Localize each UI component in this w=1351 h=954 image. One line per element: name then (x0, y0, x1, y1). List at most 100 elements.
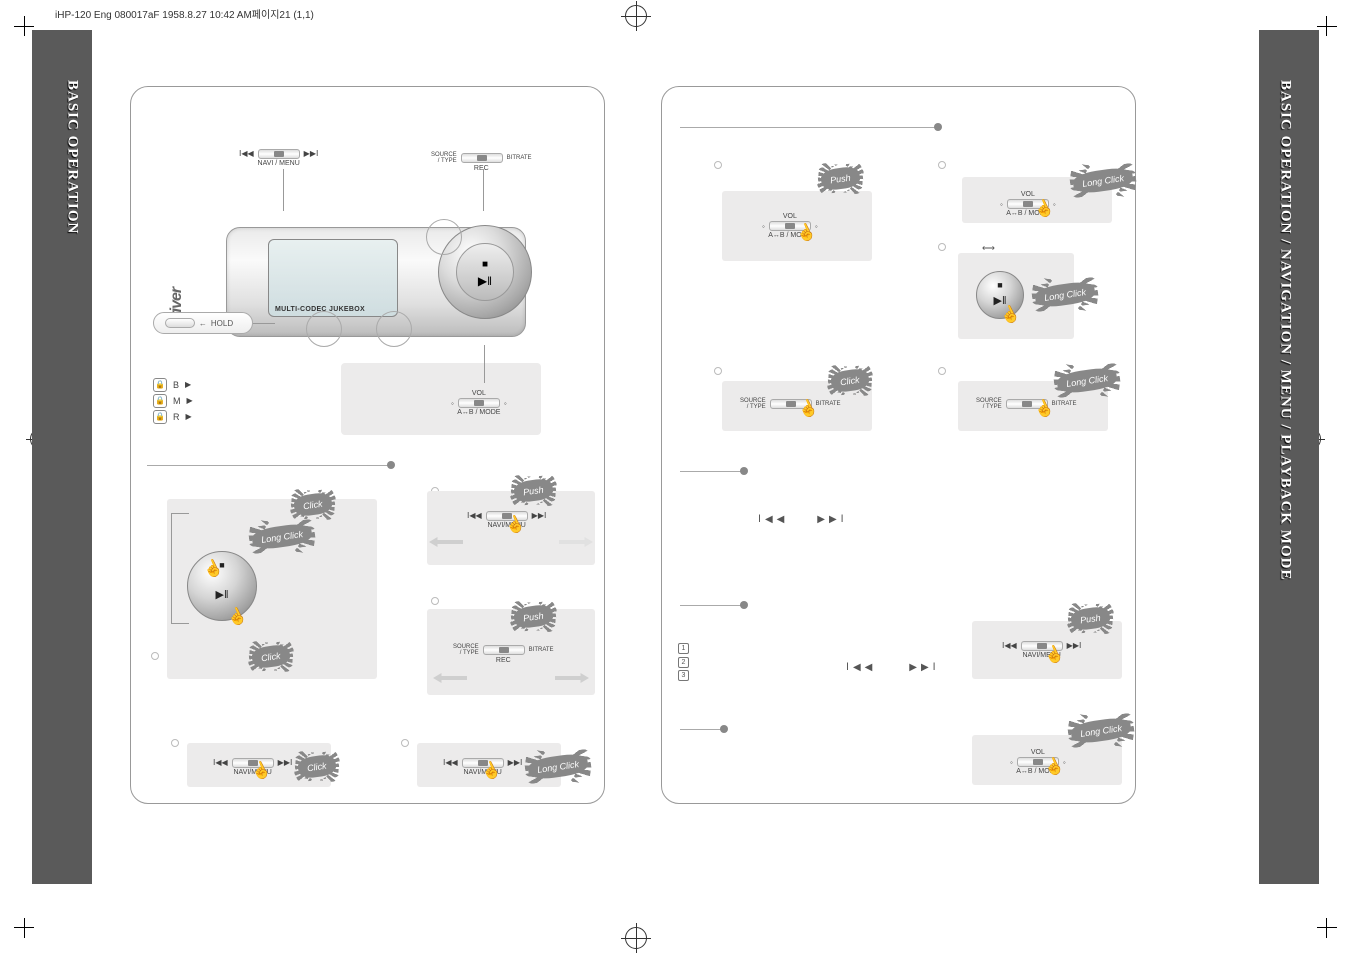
skip-next-icon: ▶▶ꓲ (817, 514, 847, 525)
click-badge: Click (298, 755, 336, 779)
section-line (680, 471, 742, 472)
play-pause-icon: ▶ǁ (993, 294, 1006, 307)
device-screen: MULTI-CODEC JUKEBOX (268, 239, 398, 317)
dot-icon: ◦ (815, 222, 818, 231)
play-pause-icon: ▶ǁ (215, 588, 228, 601)
skip-prev-icon: ꓲ◀◀ (846, 662, 876, 673)
lock-icon: 🔒 (153, 410, 167, 424)
dot-icon: ◦ (1063, 758, 1066, 767)
num-badge: 1 (678, 643, 689, 654)
click-badge: Click (294, 493, 332, 517)
lock-m-label: M (173, 393, 181, 409)
step-row: 1 (678, 641, 692, 655)
callout-dot (938, 161, 946, 169)
registration-mark (625, 5, 647, 27)
callout-dot (151, 652, 159, 660)
jog-wheel: ■ ▶ǁ (187, 551, 257, 621)
slider-icon (458, 398, 500, 408)
rec-switch-small: SOURCE / TYPE BITRATE REC (453, 635, 554, 664)
lock-row-b: 🔒 B ▶ (153, 377, 193, 393)
slider-icon (486, 511, 528, 521)
slider-icon (769, 221, 811, 231)
bitrate-label: BITRATE (1052, 401, 1077, 407)
rec-switch-small: SOURCE / TYPE BITRATE (740, 389, 841, 410)
bracket-line (171, 513, 172, 623)
long-click-badge: Long Click (1071, 717, 1131, 744)
bracket-line (171, 623, 189, 624)
long-click-badge: Long Click (528, 753, 588, 780)
arrow-icon: ▶ (186, 410, 192, 424)
long-click-badge: Long Click (1073, 167, 1133, 194)
long-click-badge: Long Click (252, 523, 312, 550)
section-dot (740, 467, 748, 475)
callout-line (484, 345, 485, 383)
callout-dot (171, 739, 179, 747)
callout-dot (714, 161, 722, 169)
navi-menu-label: NAVI/MENU (233, 769, 271, 776)
manual-panel-right: VOL ◦ ◦ A↔B / MODE ☝ Push VOL ◦ ◦ (661, 86, 1136, 804)
vol-label: VOL (472, 390, 486, 397)
prev-icon: ꓲ◀◀ (1002, 641, 1017, 650)
navi-menu-switch: ꓲ◀◀ ▶▶ꓲ NAVI / MENU (239, 143, 318, 167)
callout-dot (431, 597, 439, 605)
crop-mark (14, 908, 44, 938)
rec-label: REC (496, 657, 511, 664)
ab-mode-label: A↔B / MODE (1016, 768, 1059, 775)
slider-icon (461, 153, 503, 163)
rec-switch: SOURCE / TYPE BITRATE REC (431, 143, 532, 172)
hold-switch: ← HOLD (153, 312, 253, 334)
ab-mode-label: A↔B / MODE (768, 232, 811, 239)
sidebar-right: BASIC OPERATION / NAVIGATION / MENU / PL… (1259, 30, 1319, 884)
callout-circle (426, 219, 462, 255)
arrow-icon: ▶ (187, 394, 193, 408)
vol-label: VOL (1021, 191, 1035, 198)
slider-icon (1017, 757, 1059, 767)
lock-r-label: R (173, 409, 180, 425)
slider-icon (770, 399, 812, 409)
num-badge: 3 (678, 670, 689, 681)
slider-icon (1007, 199, 1049, 209)
click-badge: Click (252, 645, 290, 669)
dot-icon: ◦ (1010, 758, 1013, 767)
numbered-steps: 1 2 3 (678, 641, 692, 682)
ab-mode-label: A↔B / MODE (457, 409, 500, 416)
prev-icon: ꓲ◀◀ (467, 511, 482, 520)
rec-label: REC (474, 165, 489, 172)
source-type-label: SOURCE / TYPE (740, 398, 766, 410)
step-row: 2 (678, 655, 692, 669)
slider-icon (462, 758, 504, 768)
callout-line (483, 169, 484, 211)
bitrate-label: BITRATE (816, 401, 841, 407)
callout-line (253, 323, 275, 324)
dot-icon: ◦ (1053, 200, 1056, 209)
section-line (147, 465, 390, 466)
lock-icon: 🔒 (153, 378, 167, 392)
manual-panel-left: ꓲ◀◀ ▶▶ꓲ NAVI / MENU SOURCE / TYPE BITRAT… (130, 86, 605, 804)
bracket-line (171, 513, 189, 514)
registration-mark (625, 927, 647, 949)
vol-switch-small: VOL ◦ ◦ A↔B / MODE (762, 205, 818, 239)
skip-next-icon: ▶▶ꓲ (909, 662, 939, 673)
device-illustration: iriver MULTI-CODEC JUKEBOX ■ ▶ǁ (226, 207, 526, 337)
num-badge: 2 (678, 657, 689, 668)
stop-icon: ■ (997, 280, 1002, 290)
slider-icon (232, 758, 274, 768)
sidebar-left: BASIC OPERATION (32, 30, 92, 884)
prev-icon: ꓲ◀◀ (443, 758, 458, 767)
lock-row-r: 🔒 R ▶ (153, 409, 193, 425)
dot-icon: ◦ (762, 222, 765, 231)
navi-menu-label: NAVI/MENU (463, 769, 501, 776)
sidebar-left-title: BASIC OPERATION (64, 80, 81, 234)
callout-dot (714, 367, 722, 375)
next-icon: ▶▶ꓲ (304, 149, 319, 158)
skip-prev-icon: ꓲ◀◀ (758, 514, 788, 525)
callout-line (283, 169, 284, 211)
ab-mode-label: A↔B / MODE (1006, 210, 1049, 217)
lock-icon: 🔒 (153, 394, 167, 408)
bitrate-label: BITRATE (529, 647, 554, 653)
skip-icons: ꓲ◀◀ ▶▶ꓲ (758, 509, 848, 527)
section-dot (934, 123, 942, 131)
callout-circle (306, 311, 342, 347)
vol-label: VOL (783, 213, 797, 220)
slider-icon (258, 149, 300, 159)
